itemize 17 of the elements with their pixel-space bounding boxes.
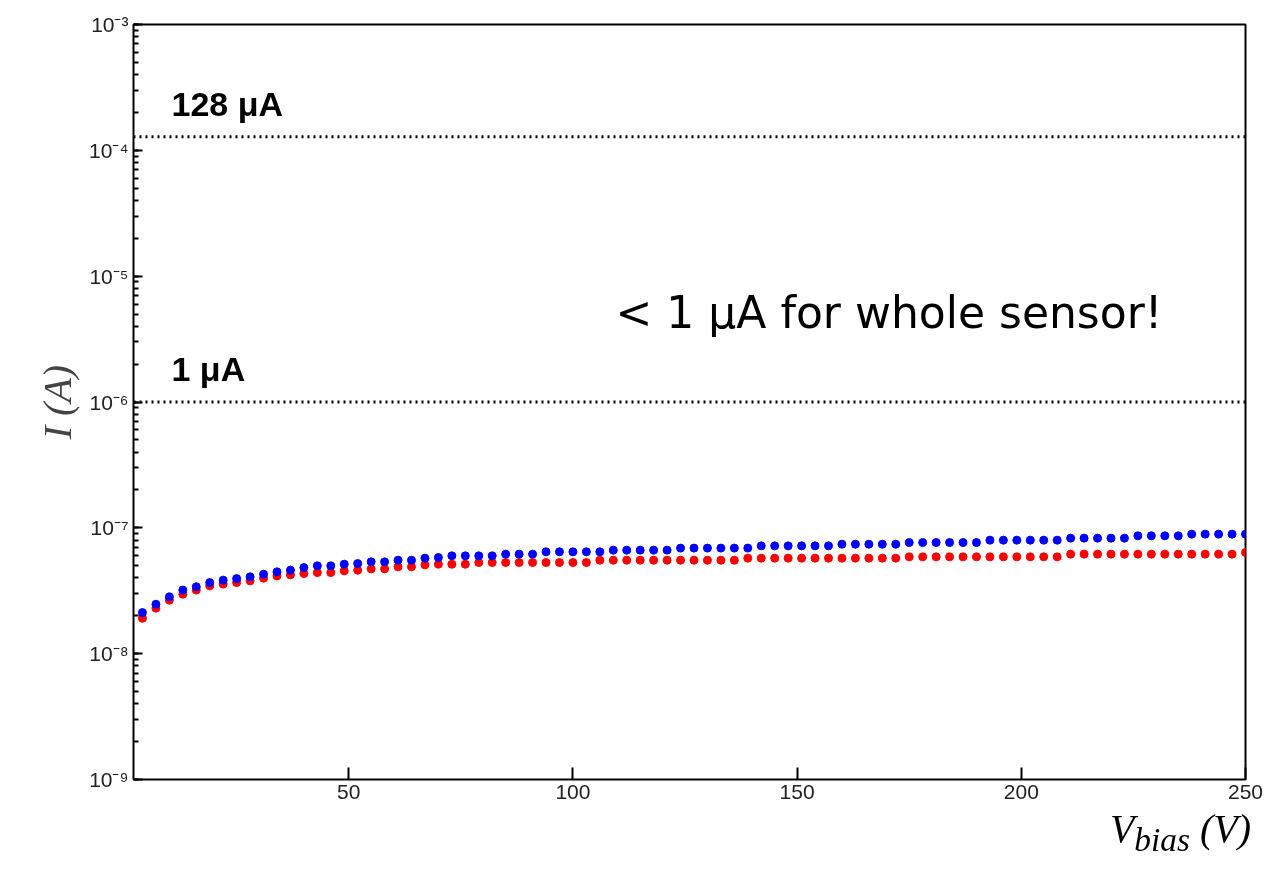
annotation: < 1 μA for whole sensor! <box>615 287 1163 338</box>
y-tick-label: 10⁻³ <box>91 13 129 36</box>
ref-line-label: 128 μA <box>171 84 284 123</box>
x-tick-label: 200 <box>1003 779 1039 803</box>
x-tick-label: 100 <box>555 779 591 803</box>
x-tick-label: 50 <box>337 779 361 803</box>
x-tick-label: 250 <box>1227 779 1264 803</box>
y-axis-title: I (A) <box>35 364 81 441</box>
ref-line-label: 1 μA <box>171 350 246 388</box>
y-tick-label: 10⁻⁵ <box>89 264 129 288</box>
y-tick-label: 10⁻⁴ <box>89 138 129 162</box>
y-tick-label: 10⁻⁹ <box>89 768 129 791</box>
x-tick-label: 150 <box>779 779 815 803</box>
y-tick-label: 10⁻⁶ <box>89 390 129 414</box>
y-tick-label: 10⁻⁸ <box>89 642 129 666</box>
y-tick-label: 10⁻⁷ <box>90 516 129 540</box>
x-axis-title: V$_{bias}$ (V) <box>1109 806 1251 860</box>
